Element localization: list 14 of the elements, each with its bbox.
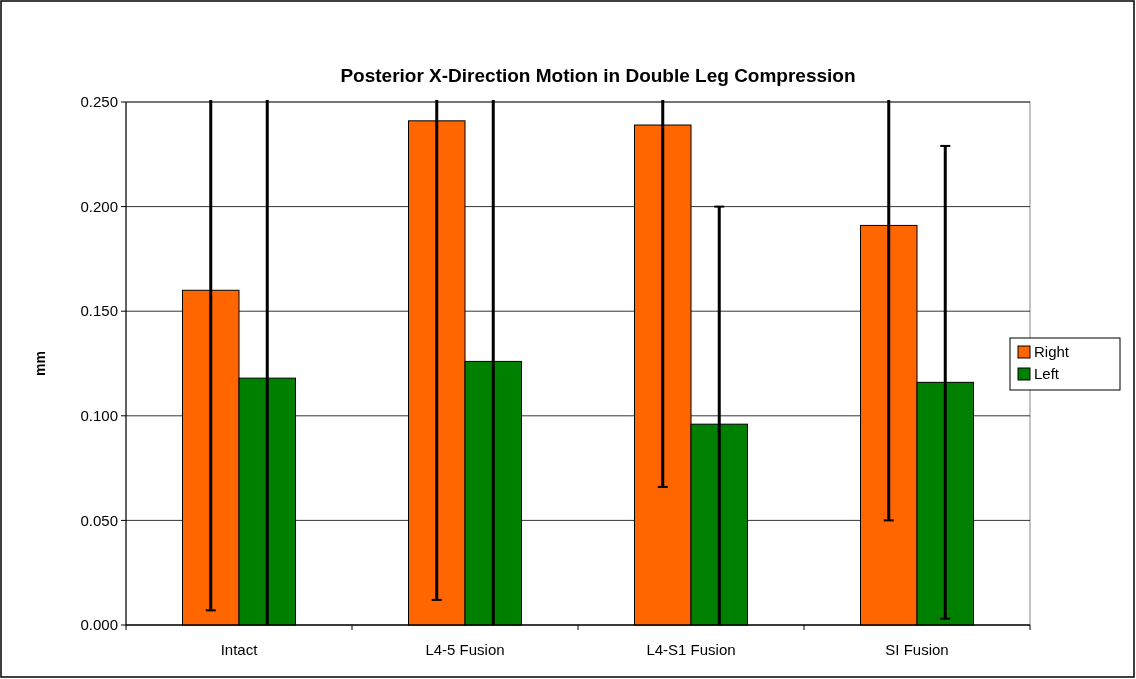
legend-label: Left xyxy=(1034,365,1060,383)
chart-title: Posterior X-Direction Motion in Double Leg Compression xyxy=(340,65,856,86)
y-tick-label: 0.100 xyxy=(80,407,118,425)
y-axis-title: mm xyxy=(32,351,48,376)
legend-label: Right xyxy=(1034,343,1070,361)
y-tick-label: 0.050 xyxy=(80,511,118,529)
x-tick-label: L4-S1 Fusion xyxy=(646,641,736,658)
y-tick-label: 0.150 xyxy=(80,302,118,320)
y-tick-label: 0.000 xyxy=(80,616,118,634)
y-tick-label: 0.250 xyxy=(80,93,118,111)
x-tick-label: Intact xyxy=(220,641,259,658)
x-tick-label: SI Fusion xyxy=(885,641,949,658)
x-tick-label: L4-5 Fusion xyxy=(425,641,505,658)
y-tick-label: 0.200 xyxy=(80,197,118,215)
